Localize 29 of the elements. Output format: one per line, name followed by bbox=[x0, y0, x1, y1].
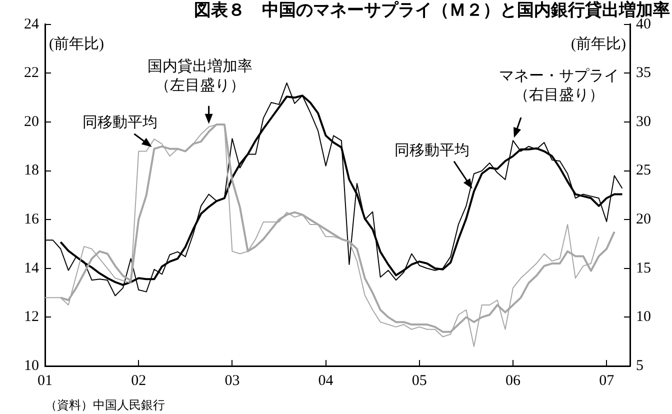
y-tick-label: 18 bbox=[24, 162, 39, 179]
x-tick-label: 07 bbox=[599, 372, 615, 389]
y-tick-label: 24 bbox=[24, 16, 40, 32]
x-tick-label: 05 bbox=[412, 372, 427, 389]
y2-tick-label: 30 bbox=[636, 114, 651, 130]
x-tick-label: 02 bbox=[131, 372, 146, 389]
y2-tick-label: 25 bbox=[636, 162, 651, 179]
y2-tick-label: 20 bbox=[636, 212, 651, 228]
y-tick-label: 12 bbox=[24, 309, 39, 326]
y-axis-title: (前年比) bbox=[49, 35, 104, 52]
y-tick-label: 10 bbox=[24, 358, 39, 374]
annotation: マネー・サプライ（右目盛り） bbox=[499, 67, 619, 104]
y-tick-label: 22 bbox=[24, 65, 39, 82]
y2-tick-label: 5 bbox=[636, 358, 644, 374]
x-tick-label: 03 bbox=[224, 372, 240, 389]
y2-tick-label: 10 bbox=[636, 309, 651, 326]
annotation: 同移動平均 bbox=[82, 114, 158, 131]
x-tick-label: 04 bbox=[318, 372, 334, 389]
y2-tick-label: 35 bbox=[636, 65, 651, 82]
x-tick-label: 01 bbox=[38, 372, 52, 389]
x-tick-label: 06 bbox=[506, 372, 521, 389]
annotation: 同移動平均 bbox=[394, 142, 470, 160]
y2-tick-label: 15 bbox=[636, 260, 651, 276]
y-tick-label: 16 bbox=[24, 212, 40, 228]
y-tick-label: 20 bbox=[24, 114, 39, 130]
text: （資料）中国人民銀行 bbox=[45, 398, 165, 412]
y-tick-label: 14 bbox=[24, 260, 40, 276]
y2-axis-title: (前年比) bbox=[571, 35, 626, 52]
annotation: 国内貸出増加率（左目盛り） bbox=[147, 58, 252, 94]
